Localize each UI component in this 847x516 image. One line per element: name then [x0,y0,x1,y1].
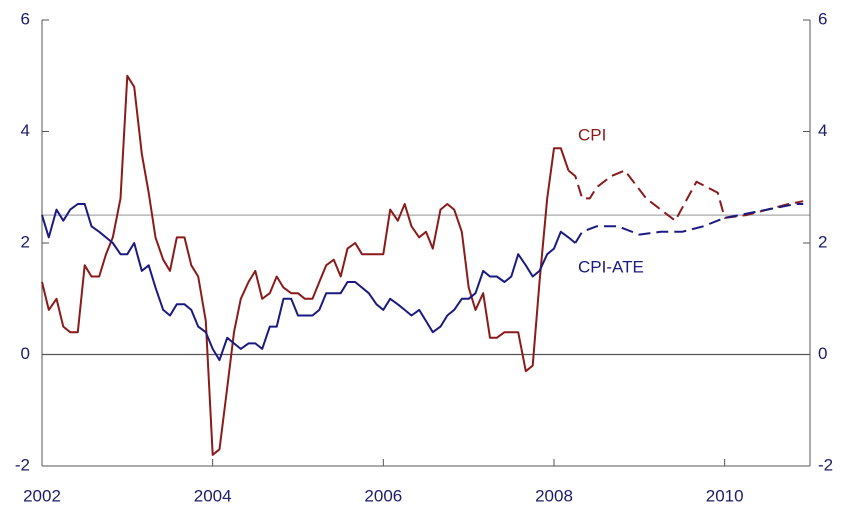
y-tick-label: -2 [15,455,30,474]
series-label: CPI [578,125,606,144]
x-tick-label: 2006 [364,486,402,505]
x-tick-label: 2008 [535,486,573,505]
y2-tick-label: 0 [818,344,827,363]
y-tick-label: 0 [21,344,30,363]
y2-tick-label: 6 [818,9,827,28]
series-line [41,203,576,362]
x-tick-label: 2010 [706,486,744,505]
series-label: CPI-ATE [578,257,644,276]
series-line [41,74,570,456]
y2-tick-label: -2 [818,455,833,474]
y-tick-label: 6 [21,9,30,28]
y2-tick-label: 4 [818,121,827,140]
y-tick-label: 4 [21,121,30,140]
forecast-line [574,203,804,244]
x-tick-label: 2004 [194,486,232,505]
y2-tick-label: 2 [818,232,827,251]
y-tick-label: 2 [21,232,30,251]
forecast-line [567,169,804,222]
x-tick-label: 2002 [23,486,61,505]
